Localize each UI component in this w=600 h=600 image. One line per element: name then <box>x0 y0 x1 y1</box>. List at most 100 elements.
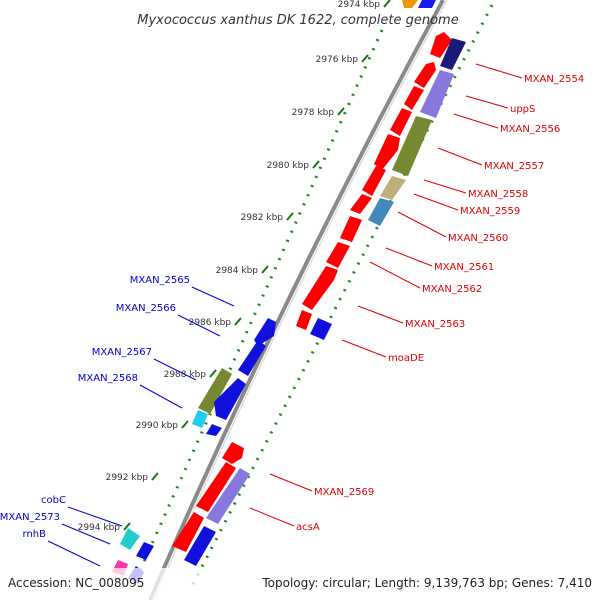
kbp-tick-label: 2986 kbp <box>189 318 232 328</box>
reverse-label-leader <box>67 506 123 527</box>
map-title: Myxococcus xanthus DK 1622, complete gen… <box>137 13 458 28</box>
forward-gene-label[interactable]: MXAN_2556 <box>500 124 560 135</box>
reverse-label-leader <box>47 540 101 567</box>
gene-arrow-forward[interactable] <box>420 70 454 118</box>
forward-gene-label[interactable]: acsA <box>296 522 320 533</box>
forward-gene-label[interactable]: MXAN_2561 <box>434 262 494 273</box>
gene-arrow-forward[interactable] <box>340 216 362 242</box>
kbp-tick-mark <box>234 317 242 326</box>
forward-genes <box>172 0 466 566</box>
kbp-tick-label: 2978 kbp <box>292 108 335 118</box>
kbp-tick-mark <box>151 472 159 481</box>
forward-label-leader <box>475 63 523 79</box>
gene-arrow-reverse[interactable] <box>206 424 222 436</box>
forward-gene-label[interactable]: MXAN_2559 <box>460 206 520 217</box>
reverse-label-leader <box>191 286 235 307</box>
gene-arrow-reverse[interactable] <box>214 378 246 420</box>
gene-arrow-reverse[interactable] <box>136 542 154 560</box>
gene-arrow-forward[interactable] <box>184 526 216 566</box>
kbp-tick-label: 2992 kbp <box>106 473 149 483</box>
forward-label-leader <box>341 339 387 358</box>
forward-gene-label[interactable]: uppS <box>510 104 535 115</box>
gene-arrow-forward[interactable] <box>380 176 406 200</box>
gene-arrow-forward[interactable] <box>310 318 332 340</box>
footer-backdrop <box>0 568 600 600</box>
forward-label-leader <box>369 261 421 289</box>
accession-text: Accession: NC_008095 <box>8 576 144 590</box>
gene-arrow-reverse[interactable] <box>238 340 266 376</box>
gene-arrow-forward[interactable] <box>350 194 372 214</box>
gene-arrow-forward[interactable] <box>440 38 466 70</box>
kbp-tick-mark <box>312 160 320 169</box>
kbp-tick-label: 2976 kbp <box>316 55 359 65</box>
gene-arrow-forward[interactable] <box>362 166 386 196</box>
reverse-gene-label[interactable]: MXAN_2567 <box>92 347 152 358</box>
reverse-gene-label[interactable]: rnhB <box>23 529 47 540</box>
gene-arrow-forward[interactable] <box>404 86 424 110</box>
reverse-gene-label[interactable]: cobC <box>41 495 66 506</box>
forward-gene-label[interactable]: MXAN_2562 <box>422 284 482 295</box>
genome-backbone <box>148 0 445 600</box>
kbp-tick-label: 2982 kbp <box>241 213 284 223</box>
gene-arrow-forward[interactable] <box>378 152 390 164</box>
forward-gene-label[interactable]: MXAN_2569 <box>314 487 374 498</box>
forward-gene-label[interactable]: MXAN_2557 <box>484 161 544 172</box>
forward-gene-label[interactable]: MXAN_2563 <box>405 319 465 330</box>
forward-label-leader <box>453 113 499 129</box>
reverse-gene-label[interactable]: MXAN_2568 <box>78 373 138 384</box>
kbp-tick-label: 2984 kbp <box>216 266 259 276</box>
gene-arrow-forward[interactable] <box>390 108 412 136</box>
gene-arrow-forward[interactable] <box>206 468 250 524</box>
gene-arrow-forward[interactable] <box>402 0 418 8</box>
kbp-tick-mark <box>123 522 131 531</box>
gene-arrow-forward[interactable] <box>392 116 432 176</box>
gene-arrow-reverse[interactable] <box>192 410 208 428</box>
gene-arrow-forward[interactable] <box>414 62 436 88</box>
forward-label-leader <box>413 193 459 211</box>
forward-label-leader <box>423 179 467 194</box>
gene-arrow-reverse[interactable] <box>120 528 140 550</box>
kbp-tick-mark <box>286 212 294 221</box>
kbp-tick-mark <box>361 54 369 63</box>
kbp-tick-label: 2974 kbp <box>338 0 381 10</box>
gene-arrow-forward[interactable] <box>172 512 204 552</box>
gene-arrow-forward[interactable] <box>296 310 312 330</box>
reverse-label-leader <box>177 314 221 337</box>
forward-gene-label[interactable]: moaDE <box>388 353 424 364</box>
kbp-tick-label: 2980 kbp <box>267 161 310 171</box>
kbp-tick-mark <box>337 107 345 116</box>
gene-arrow-forward[interactable] <box>302 266 338 310</box>
forward-label-leader <box>397 211 447 238</box>
forward-label-leader <box>465 95 509 109</box>
inner-dotted-guide <box>188 4 494 591</box>
gene-arrow-forward[interactable] <box>326 242 350 268</box>
reverse-label-leader <box>153 358 197 381</box>
forward-label-leader <box>437 147 483 166</box>
forward-label-leader <box>249 507 295 527</box>
kbp-tick-mark <box>383 0 391 8</box>
gene-arrow-forward[interactable] <box>430 32 452 58</box>
backbone-highlight <box>153 0 448 600</box>
forward-label-leader <box>357 305 404 324</box>
reverse-label-leader <box>139 384 183 409</box>
reverse-gene-label[interactable]: MXAN_2566 <box>116 303 176 314</box>
kbp-tick-mark <box>181 420 189 429</box>
kbp-tick-mark <box>209 369 217 378</box>
forward-gene-label[interactable]: MXAN_2554 <box>524 74 584 85</box>
reverse-gene-label[interactable]: MXAN_2573 <box>0 512 60 523</box>
forward-label-leader <box>269 473 313 492</box>
gene-arrow-reverse[interactable] <box>198 368 232 414</box>
kbp-tick-label: 2990 kbp <box>136 421 179 431</box>
forward-gene-label[interactable]: MXAN_2560 <box>448 233 508 244</box>
gene-arrow-forward[interactable] <box>418 0 436 8</box>
reverse-label-leader <box>61 523 111 545</box>
gene-arrow-forward[interactable] <box>196 462 236 512</box>
gene-arrow-forward[interactable] <box>222 442 244 464</box>
genome-stats-text: Topology: circular; Length: 9,139,763 bp… <box>261 576 592 590</box>
gene-arrow-forward[interactable] <box>368 198 394 226</box>
gene-arrow-reverse[interactable] <box>254 318 276 346</box>
reverse-gene-label[interactable]: MXAN_2565 <box>130 275 190 286</box>
kbp-tick-label: 2994 kbp <box>78 523 121 533</box>
forward-gene-label[interactable]: MXAN_2558 <box>468 189 528 200</box>
